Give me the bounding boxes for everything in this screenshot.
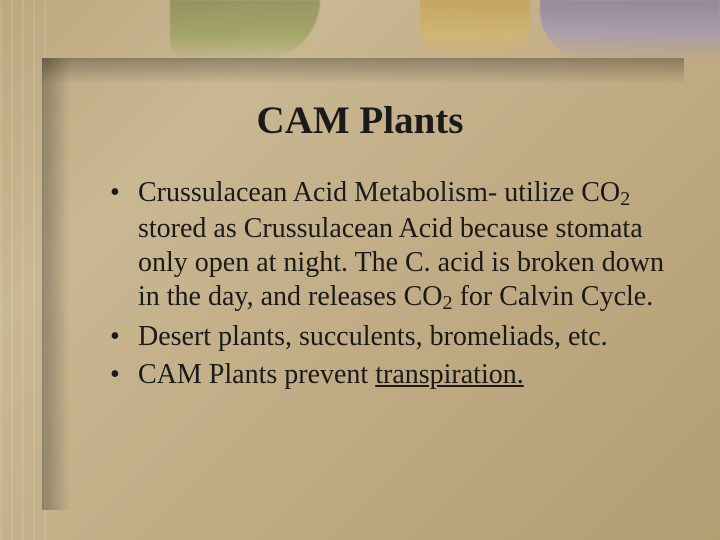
subscript: 2 bbox=[443, 292, 453, 314]
bullet-text: for Calvin Cycle. bbox=[453, 281, 654, 312]
subscript: 2 bbox=[620, 188, 630, 210]
underlined-text: transpiration. bbox=[375, 359, 524, 390]
leaf-decoration-gold bbox=[420, 0, 530, 60]
leaf-decoration-purple bbox=[540, 0, 720, 60]
bullet-text: CAM Plants prevent bbox=[138, 359, 375, 390]
slide: CAM Plants Crussulacean Acid Metabolism-… bbox=[0, 0, 720, 540]
paper-stripes-decoration bbox=[0, 0, 46, 540]
bullet-list: Crussulacean Acid Metabolism- utilize CO… bbox=[104, 176, 674, 396]
bullet-item: CAM Plants prevent transpiration. bbox=[104, 358, 674, 392]
bullet-text: Desert plants, succulents, bromeliads, e… bbox=[138, 321, 608, 352]
bullet-ul: Crussulacean Acid Metabolism- utilize CO… bbox=[104, 176, 674, 392]
slide-title: CAM Plants bbox=[0, 98, 720, 143]
bullet-item: Crussulacean Acid Metabolism- utilize CO… bbox=[104, 176, 674, 316]
bullet-text: Crussulacean Acid Metabolism- utilize CO bbox=[138, 177, 620, 208]
bullet-item: Desert plants, succulents, bromeliads, e… bbox=[104, 320, 674, 354]
